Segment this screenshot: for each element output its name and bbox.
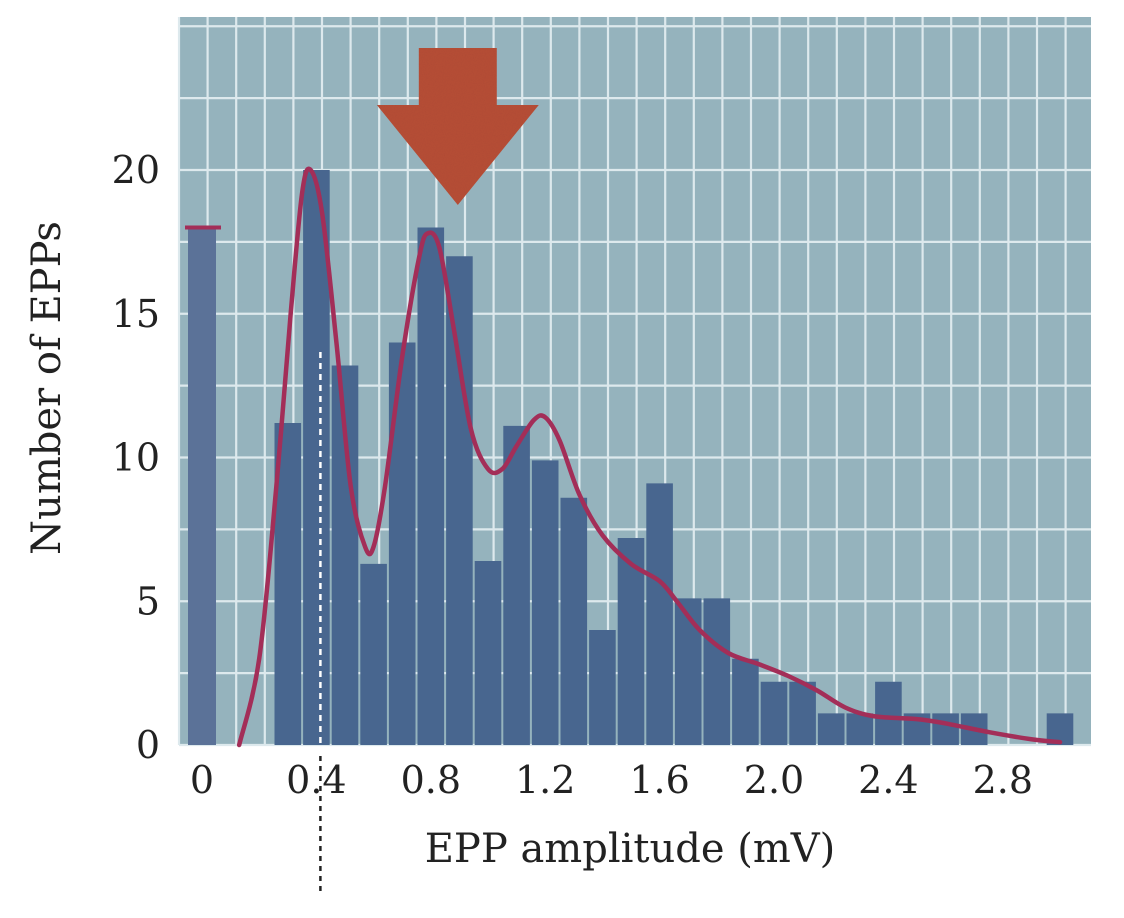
x-tick-label: 0.8 <box>401 758 461 802</box>
bar <box>531 460 559 745</box>
bar-failures <box>188 227 216 745</box>
bar <box>932 713 959 745</box>
x-tick-label: 0.4 <box>286 758 346 802</box>
x-tick-label: 2.8 <box>973 758 1033 802</box>
bar <box>503 425 530 745</box>
bar <box>789 681 816 745</box>
x-tick-label: 1.6 <box>629 758 689 802</box>
x-tick-label: 0 <box>190 758 214 802</box>
y-tick-label: 0 <box>136 723 160 767</box>
x-tick-label: 2.4 <box>858 758 918 802</box>
fit-curve <box>236 166 1063 748</box>
x-tick-label: 2.0 <box>744 758 804 802</box>
bar <box>760 681 788 745</box>
bar <box>417 227 445 745</box>
bar <box>589 630 616 745</box>
y-axis-title: Number of EPPs <box>24 221 70 555</box>
bar <box>303 170 330 745</box>
x-tick-label: 1.2 <box>515 758 575 802</box>
bar <box>446 256 473 745</box>
x-axis-title: EPP amplitude (mV) <box>425 826 836 872</box>
y-tick-label: 15 <box>112 292 160 336</box>
bar <box>703 598 731 745</box>
bar <box>388 342 416 745</box>
bar <box>846 713 874 745</box>
x-axis-tick-labels: 0 0.4 0.8 1.2 1.6 2.0 2.4 2.8 <box>190 758 1033 802</box>
bar <box>560 497 588 745</box>
bar <box>875 681 902 745</box>
bar <box>617 538 645 745</box>
y-tick-label: 5 <box>136 579 160 623</box>
bar <box>674 598 702 745</box>
bar <box>474 561 502 745</box>
bar <box>646 483 673 745</box>
bar <box>732 658 759 745</box>
y-tick-label: 20 <box>112 148 160 192</box>
mean-amplitude-arrow <box>376 48 539 205</box>
y-tick-label: 10 <box>112 436 160 480</box>
histogram-bars <box>188 170 1074 745</box>
y-axis-tick-labels: 0 5 10 15 20 <box>112 148 160 767</box>
bar <box>817 713 845 745</box>
bar <box>360 563 387 745</box>
